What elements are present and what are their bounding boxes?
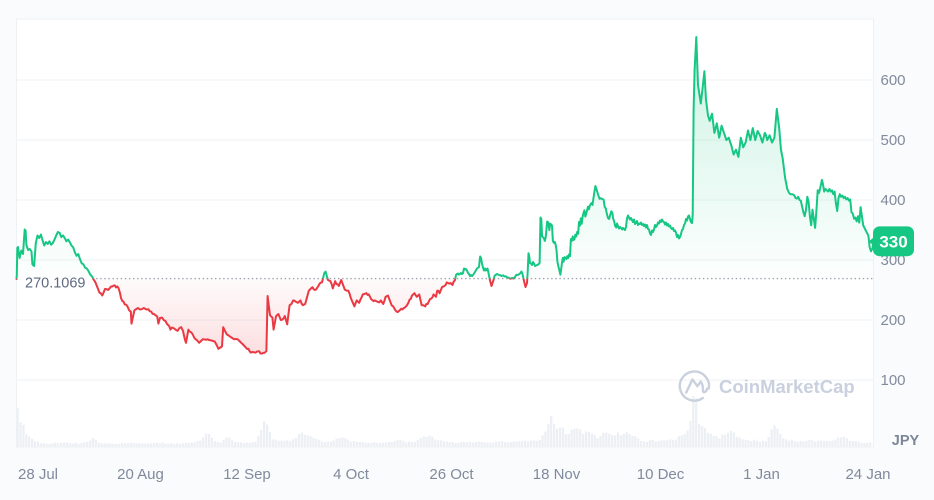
svg-text:12 Sep: 12 Sep [223,466,271,483]
svg-text:20 Aug: 20 Aug [117,466,164,483]
svg-text:200: 200 [881,312,906,329]
svg-text:CoinMarketCap: CoinMarketCap [719,376,855,397]
svg-text:600: 600 [881,72,906,89]
svg-text:24 Jan: 24 Jan [845,466,890,483]
svg-text:10 Dec: 10 Dec [637,466,685,483]
svg-text:100: 100 [881,372,906,389]
svg-text:400: 400 [881,192,906,209]
svg-text:18 Nov: 18 Nov [533,466,581,483]
svg-text:JPY: JPY [892,433,920,449]
svg-text:330: 330 [879,233,907,252]
svg-text:300: 300 [881,252,906,269]
svg-text:4 Oct: 4 Oct [333,466,370,483]
svg-text:270.1069: 270.1069 [25,276,85,292]
svg-text:1 Jan: 1 Jan [743,466,780,483]
svg-text:28 Jul: 28 Jul [18,466,58,483]
svg-text:500: 500 [881,132,906,149]
svg-text:26 Oct: 26 Oct [429,466,474,483]
